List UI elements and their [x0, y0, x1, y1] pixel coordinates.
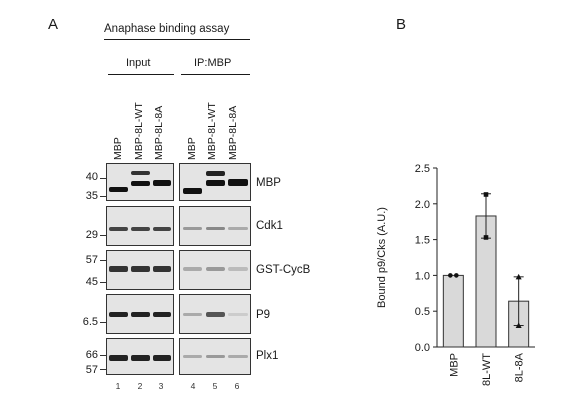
lane-number: 6 — [234, 381, 240, 391]
blot-input-gst-cycb — [106, 250, 174, 290]
data-point-triangle — [515, 322, 522, 329]
mw-marker: 40 — [85, 171, 98, 183]
lane-number: 4 — [190, 381, 196, 391]
data-point-square — [483, 192, 489, 197]
blot-input-plx1 — [106, 338, 174, 375]
blot-ip-p9 — [179, 294, 251, 334]
assay-title: Anaphase binding assay — [104, 23, 230, 35]
mw-marker: 29 — [85, 229, 98, 241]
assay-title-underline — [104, 39, 250, 40]
y-tick-label: 1.5 — [415, 235, 430, 247]
x-tick-label: 8L-WT — [481, 353, 493, 386]
y-tick-label: 0.0 — [415, 342, 430, 354]
y-tick-label: 0.5 — [415, 306, 430, 318]
group-ip-label: IP:MBP — [194, 57, 232, 69]
x-tick-label: MBP — [448, 353, 460, 377]
mw-tick — [100, 322, 106, 323]
bar — [442, 274, 464, 348]
data-point-circle — [448, 273, 453, 278]
mw-tick — [100, 282, 106, 283]
blot-input-cdk1 — [106, 206, 174, 246]
mw-marker: 35 — [85, 190, 98, 202]
data-point-square — [483, 235, 489, 240]
lane-number: 2 — [137, 381, 143, 391]
y-tick-label: 2.0 — [415, 199, 430, 211]
lane-number: 1 — [115, 381, 121, 391]
mw-marker: 6.5 — [82, 316, 98, 328]
blot-label-mbp: MBP — [256, 177, 281, 189]
lane-number: 5 — [212, 381, 218, 391]
mw-tick — [100, 355, 106, 356]
mw-marker: 57 — [85, 364, 98, 376]
mw-tick — [100, 178, 106, 179]
y-axis-label: Bound p9/Cks (A.U.) — [376, 207, 388, 308]
data-point-circle — [454, 273, 459, 278]
mw-tick — [100, 235, 106, 236]
blot-label-plx1: Plx1 — [256, 350, 279, 362]
panel-a-letter: A — [48, 16, 59, 33]
mw-marker: 45 — [85, 276, 98, 288]
blot-input-mbp — [106, 163, 174, 201]
y-tick-label: 1.0 — [415, 270, 430, 282]
group-input-label: Input — [126, 57, 151, 69]
mw-tick — [100, 260, 106, 261]
data-point-triangle — [515, 273, 522, 280]
blot-label-cdk1: Cdk1 — [256, 220, 283, 232]
y-tick-label: 2.5 — [415, 163, 430, 175]
blot-input-p9 — [106, 294, 174, 334]
mw-tick — [100, 196, 106, 197]
lane-number: 3 — [158, 381, 164, 391]
blot-ip-plx1 — [179, 338, 251, 375]
blot-ip-mbp — [179, 163, 251, 201]
blot-label-p9: P9 — [256, 309, 271, 321]
mw-tick — [100, 369, 106, 370]
blot-ip-cdk1 — [179, 206, 251, 246]
blot-ip-gst-cycb — [179, 250, 251, 290]
group-ip-underline — [181, 74, 250, 75]
panel-b-letter: B — [396, 16, 407, 33]
x-tick-label: 8L-8A — [514, 352, 526, 382]
mw-marker: 66 — [85, 349, 98, 361]
group-input-underline — [108, 74, 174, 75]
mw-marker: 57 — [85, 254, 98, 266]
blot-label-gst-cycb: GST-CycB — [256, 264, 311, 276]
